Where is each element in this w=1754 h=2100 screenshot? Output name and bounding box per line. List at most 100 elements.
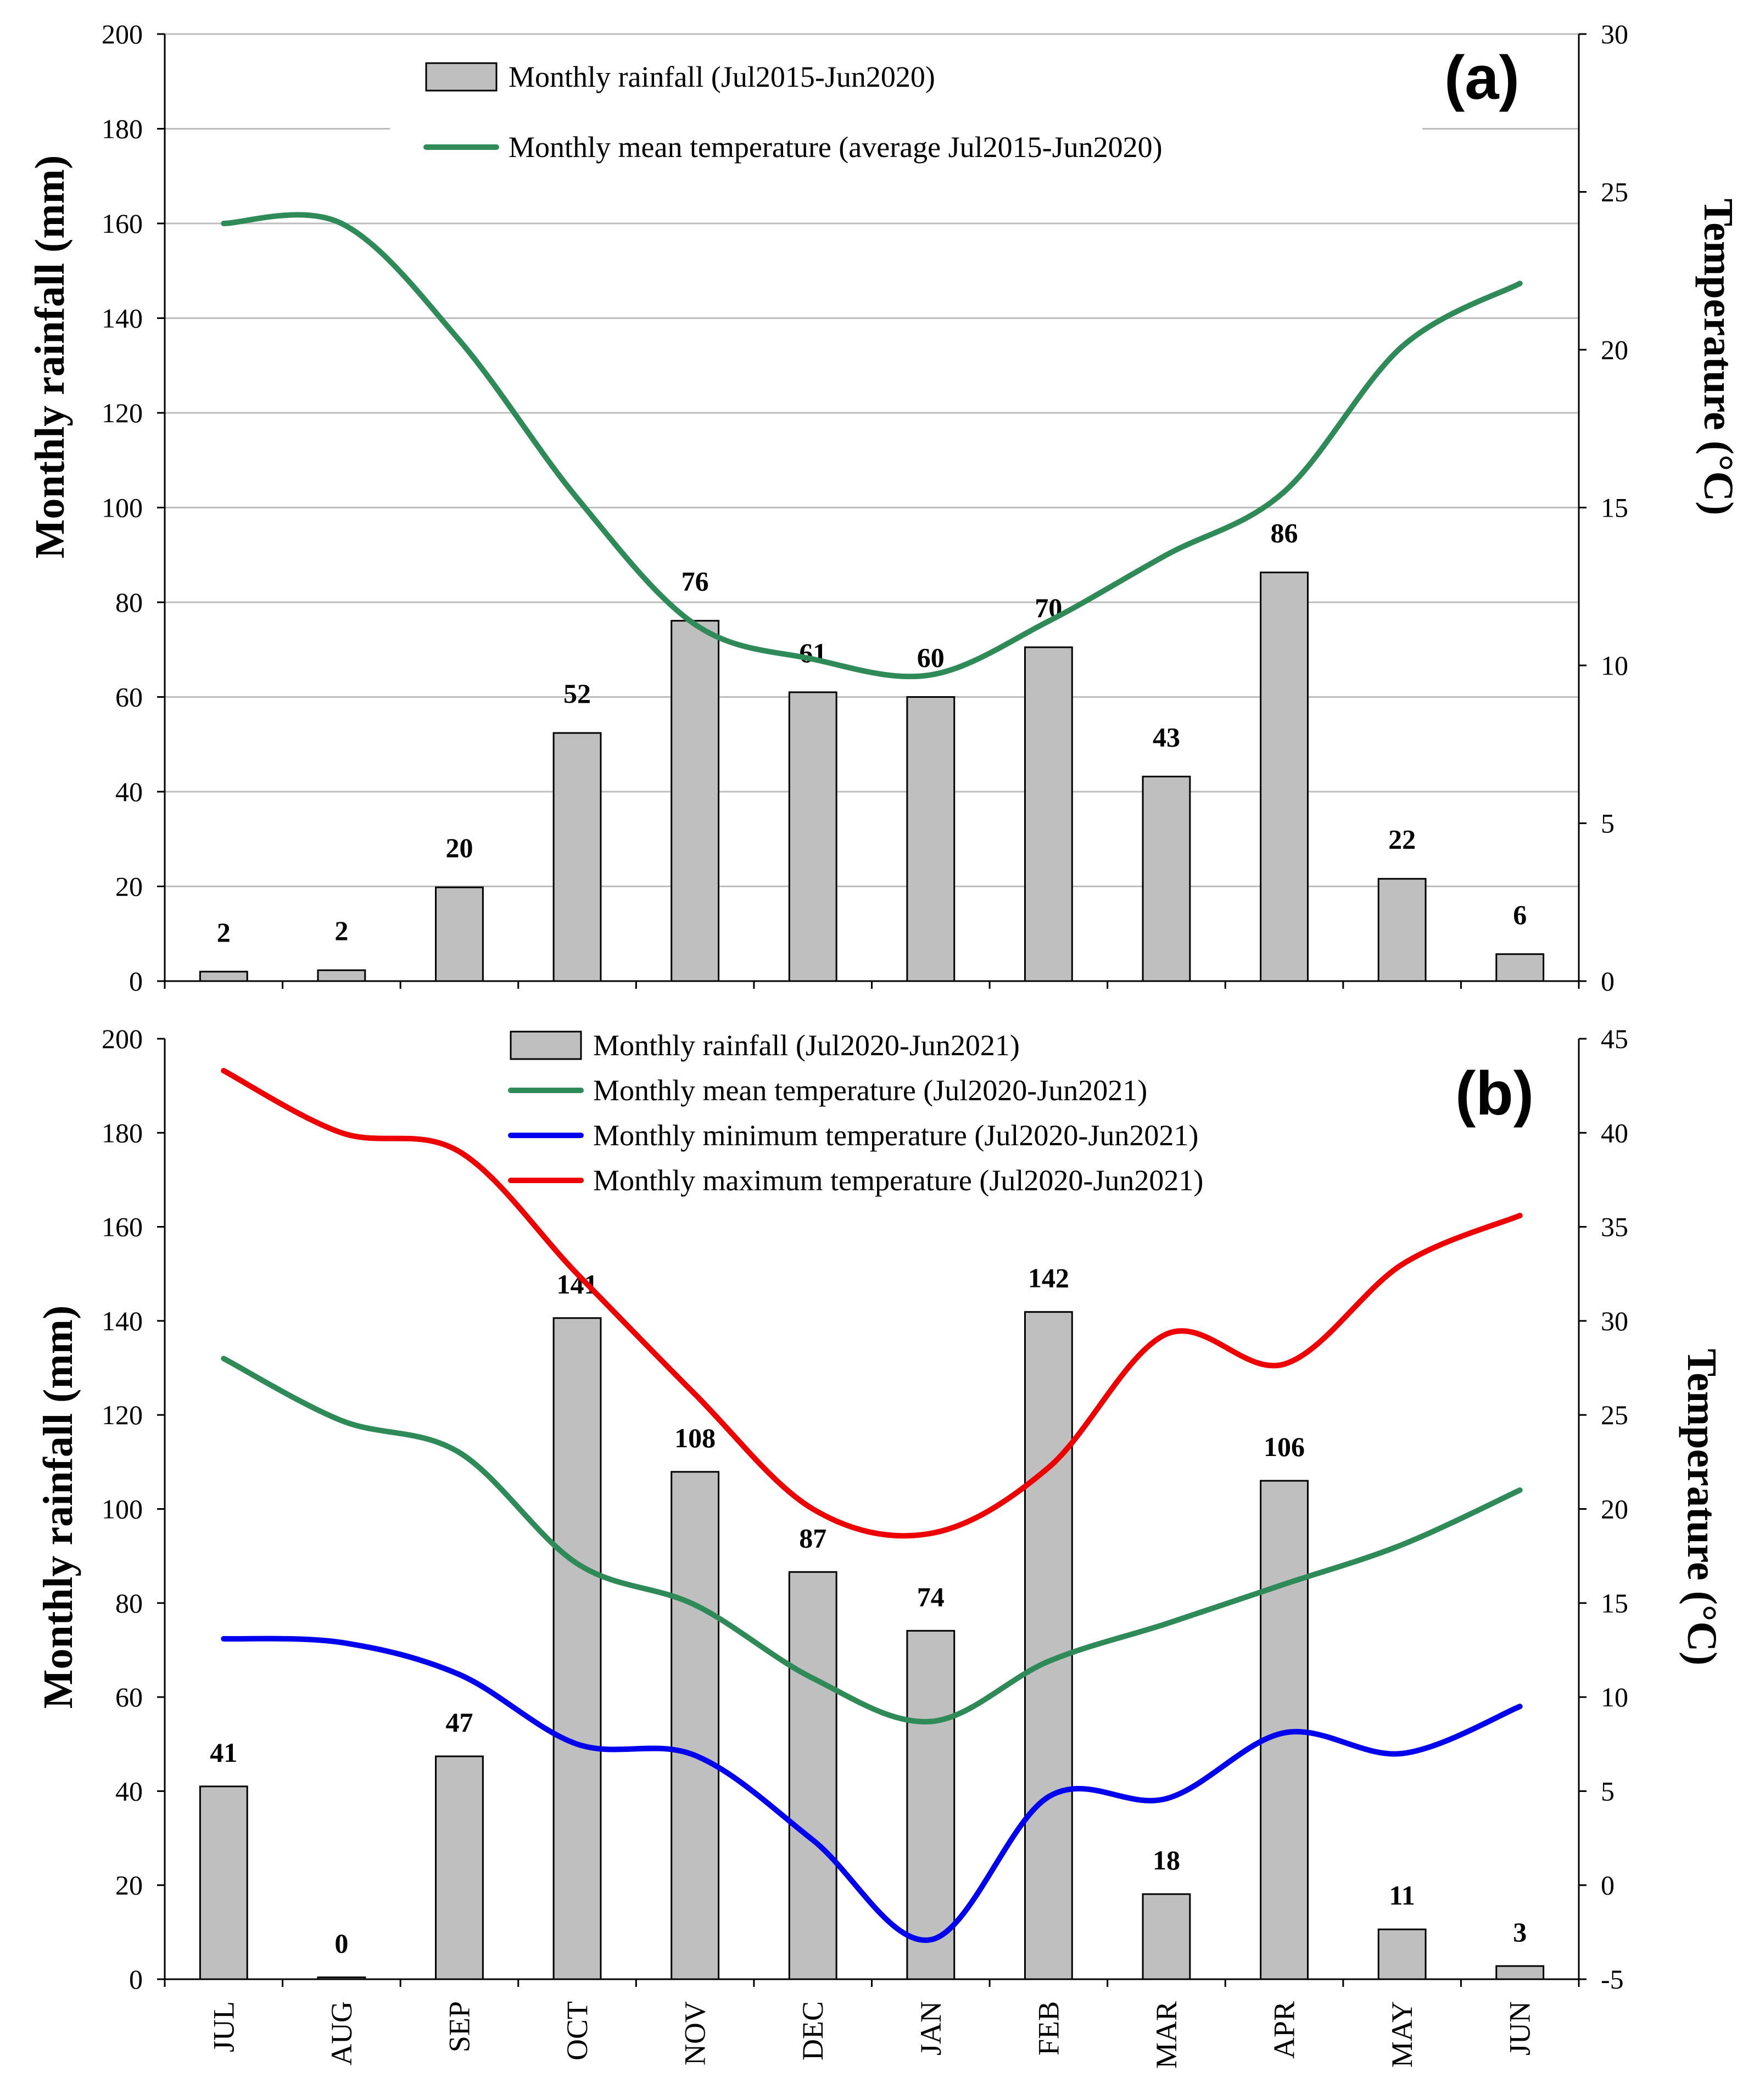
- rainfall-bar-jan: [906, 696, 956, 982]
- left-tick-label: 180: [102, 1117, 143, 1148]
- left-tick-label: 140: [102, 303, 143, 334]
- rainfall-bar-jul: [199, 1785, 248, 1980]
- right-tick-label: 15: [1601, 1588, 1628, 1619]
- bar-value-label: 41: [210, 1737, 237, 1768]
- rainfall-bar-feb: [1024, 1311, 1073, 1980]
- bar-value-label: 52: [563, 678, 591, 709]
- left-tick-label: 200: [102, 19, 143, 49]
- bar-value-label: 86: [1271, 518, 1298, 548]
- left-tick-label: 80: [115, 587, 143, 618]
- left-tick-label: 40: [115, 1776, 143, 1806]
- chart-panel-b: 4104714110887741421810611302040608010012…: [35, 1023, 1725, 2069]
- rainfall-bar-may: [1377, 1928, 1427, 1980]
- rainfall-bar-oct: [552, 732, 602, 982]
- bar-value-label: 43: [1153, 721, 1180, 752]
- rainfall-bar-dec: [788, 691, 837, 982]
- category-label: MAR: [1150, 2001, 1183, 2069]
- bar-value-label: 76: [682, 566, 709, 597]
- right-tick-label: 20: [1601, 1494, 1628, 1525]
- left-tick-label: 160: [102, 208, 143, 239]
- left-tick-label: 100: [102, 492, 143, 523]
- rainfall-bar-jan: [906, 1629, 956, 1980]
- rainfall-bar-sep: [435, 886, 484, 982]
- right-tick-label: -5: [1601, 1964, 1624, 1995]
- legend-swatch-bar: [425, 62, 498, 92]
- left-tick-label: 200: [102, 1023, 143, 1054]
- category-label: DEC: [796, 2001, 829, 2060]
- right-tick-label: 10: [1601, 1682, 1628, 1712]
- right-tick-label: 25: [1601, 1399, 1628, 1430]
- right-tick-label: 40: [1601, 1117, 1628, 1148]
- rainfall-bar-mar: [1142, 1893, 1191, 1980]
- right-tick-label: 45: [1601, 1023, 1628, 1054]
- bar-value-label: 74: [917, 1581, 945, 1612]
- bar-value-label: 18: [1153, 1845, 1180, 1875]
- category-label: JUN: [1504, 2001, 1537, 2056]
- left-axis-title: Monthly rainfall (mm): [35, 1306, 81, 1709]
- left-tick-label: 20: [115, 871, 143, 902]
- right-axis-title: Temperature (°C): [1679, 1348, 1725, 1665]
- panel-tag: (b): [1455, 1059, 1534, 1128]
- rainfall-bar-dec: [788, 1571, 837, 1980]
- bar-value-label: 47: [445, 1707, 473, 1738]
- bar-value-label: 6: [1513, 899, 1527, 930]
- bar-value-label: 106: [1264, 1431, 1305, 1462]
- bar-value-label: 2: [334, 915, 348, 946]
- rainfall-bar-apr: [1260, 572, 1309, 982]
- left-tick-label: 160: [102, 1212, 143, 1242]
- legend-swatch-bar: [510, 1031, 582, 1060]
- right-tick-label: 0: [1601, 966, 1615, 996]
- right-tick-label: 20: [1601, 334, 1628, 365]
- category-label: NOV: [679, 2001, 712, 2065]
- legend-label: Monthly minimum temperature (Jul2020-Jun…: [593, 1119, 1198, 1152]
- rainfall-bar-aug: [317, 969, 366, 982]
- rainfall-bar-feb: [1024, 646, 1073, 982]
- legend-background: [390, 38, 1422, 176]
- right-tick-label: 5: [1601, 808, 1615, 839]
- rainfall-bar-nov: [671, 620, 720, 982]
- category-label: SEP: [443, 2001, 476, 2052]
- bar-value-label: 142: [1028, 1263, 1069, 1293]
- left-tick-label: 120: [102, 397, 143, 428]
- legend-label: Monthly mean temperature (Jul2020-Jun202…: [593, 1074, 1147, 1107]
- right-tick-label: 15: [1601, 492, 1628, 523]
- right-tick-label: 10: [1601, 650, 1628, 681]
- rainfall-bar-nov: [671, 1471, 720, 1980]
- bar-value-label: 2: [217, 917, 231, 948]
- right-tick-label: 35: [1601, 1212, 1628, 1242]
- left-axis-title: Monthly rainfall (mm): [27, 155, 73, 559]
- left-tick-label: 0: [129, 966, 143, 996]
- right-tick-label: 0: [1601, 1870, 1615, 1901]
- mean-temperature-line: [221, 1356, 1523, 1724]
- left-tick-label: 20: [115, 1870, 143, 1901]
- right-tick-label: 25: [1601, 177, 1628, 208]
- rainfall-bar-may: [1377, 878, 1427, 982]
- rainfall-bar-oct: [552, 1317, 602, 1980]
- category-label: OCT: [561, 2001, 594, 2060]
- left-tick-label: 60: [115, 682, 143, 713]
- rainfall-bar-jun: [1495, 1965, 1545, 1980]
- panel-tag: (a): [1444, 43, 1520, 112]
- category-label: APR: [1268, 2001, 1301, 2059]
- category-label: JUL: [207, 2001, 240, 2052]
- bar-value-label: 108: [674, 1423, 716, 1453]
- min-temperature-line: [221, 1636, 1523, 1943]
- rainfall-bar-mar: [1142, 775, 1191, 982]
- legend-label: Monthly rainfall (Jul2020-Jun2021): [593, 1029, 1020, 1062]
- bar-value-label: 87: [799, 1522, 826, 1553]
- right-tick-label: 30: [1601, 1306, 1628, 1336]
- rainfall-bar-jul: [199, 971, 248, 982]
- bar-value-label: 3: [1513, 1917, 1527, 1947]
- left-tick-label: 80: [115, 1588, 143, 1619]
- category-label: JAN: [914, 2001, 947, 2056]
- rainfall-bar-jun: [1495, 953, 1545, 982]
- legend: Monthly rainfall (Jul2020-Jun2021) Monthl…: [508, 1029, 1203, 1197]
- left-tick-label: 60: [115, 1682, 143, 1712]
- left-tick-label: 140: [102, 1306, 143, 1336]
- left-tick-label: 180: [102, 114, 143, 144]
- left-tick-label: 100: [102, 1494, 143, 1525]
- legend-label: Monthly maximum temperature (Jul2020-Jun…: [593, 1164, 1203, 1197]
- right-axis-title: Temperature (°C): [1695, 198, 1741, 515]
- left-tick-label: 0: [129, 1964, 143, 1995]
